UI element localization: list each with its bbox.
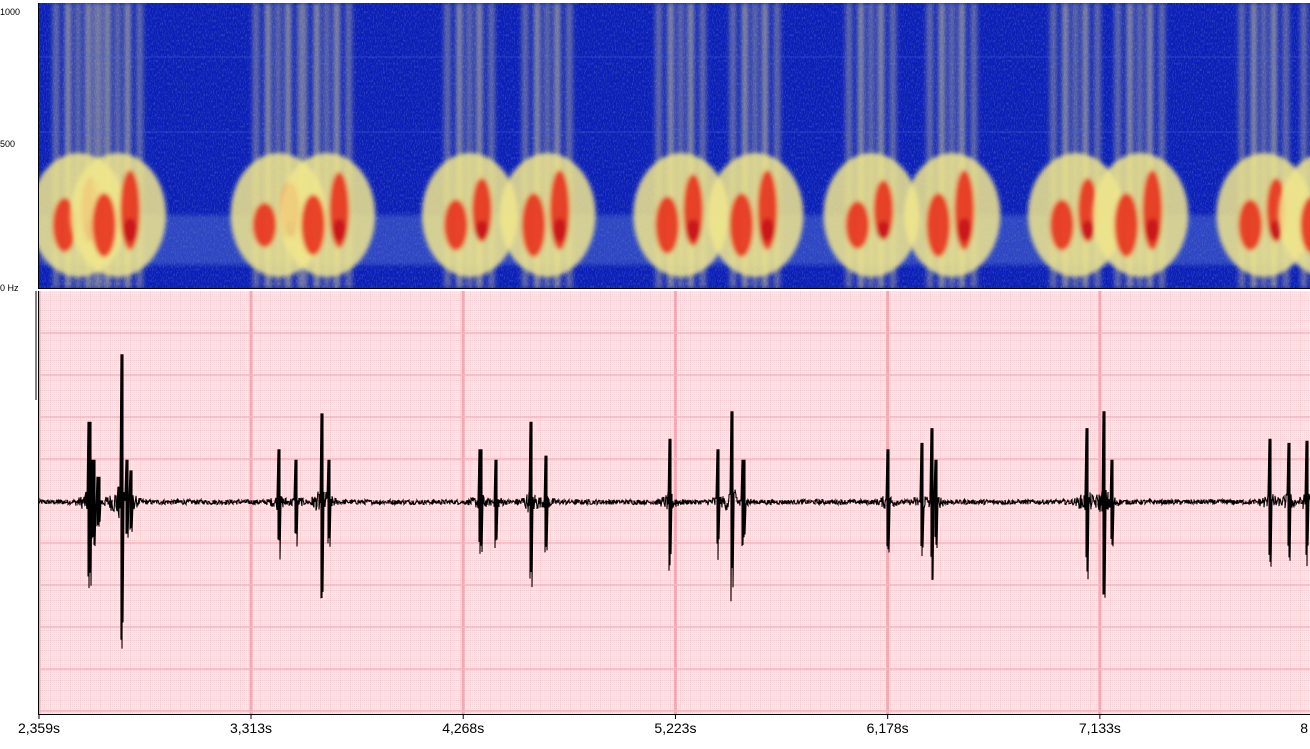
- waveform-trace: [39, 354, 1310, 649]
- spectrogram-burst: [421, 3, 518, 288]
- spectrogram-y-tick-label: 1000: [0, 7, 20, 17]
- time-tick-label: 3,313s: [230, 720, 272, 736]
- spectrogram-burst: [1092, 3, 1189, 288]
- spectrogram-burst: [499, 3, 596, 288]
- spectrogram-bursts: [39, 3, 1310, 288]
- time-tick-label: 8: [1300, 720, 1308, 736]
- spectrogram-panel: 1000 500 0 Hz: [0, 3, 1310, 293]
- time-tick-label: 5,223s: [654, 720, 696, 736]
- spectrogram-burst: [633, 3, 730, 288]
- spectrogram-y-tick-label: 0 Hz: [0, 283, 19, 293]
- spectrogram-burst: [279, 3, 376, 288]
- time-tick-label: 6,178s: [867, 720, 909, 736]
- time-tick-label: 2,359s: [18, 720, 60, 736]
- time-tick-label: 4,268s: [442, 720, 484, 736]
- time-tick-label: 7,133s: [1079, 720, 1121, 736]
- spectrogram-burst: [70, 3, 167, 288]
- spectrogram-burst: [1278, 3, 1310, 288]
- spectrogram-burst: [904, 3, 1001, 288]
- waveform-panel: [35, 291, 1310, 715]
- time-axis: 2,359s 3,313s 4,268s 5,223s 6,178s 7,133s 8: [18, 714, 1308, 736]
- spectrogram-burst: [707, 3, 804, 288]
- spectrogram-y-tick-label: 500: [0, 139, 15, 149]
- spectrogram-burst: [823, 3, 920, 288]
